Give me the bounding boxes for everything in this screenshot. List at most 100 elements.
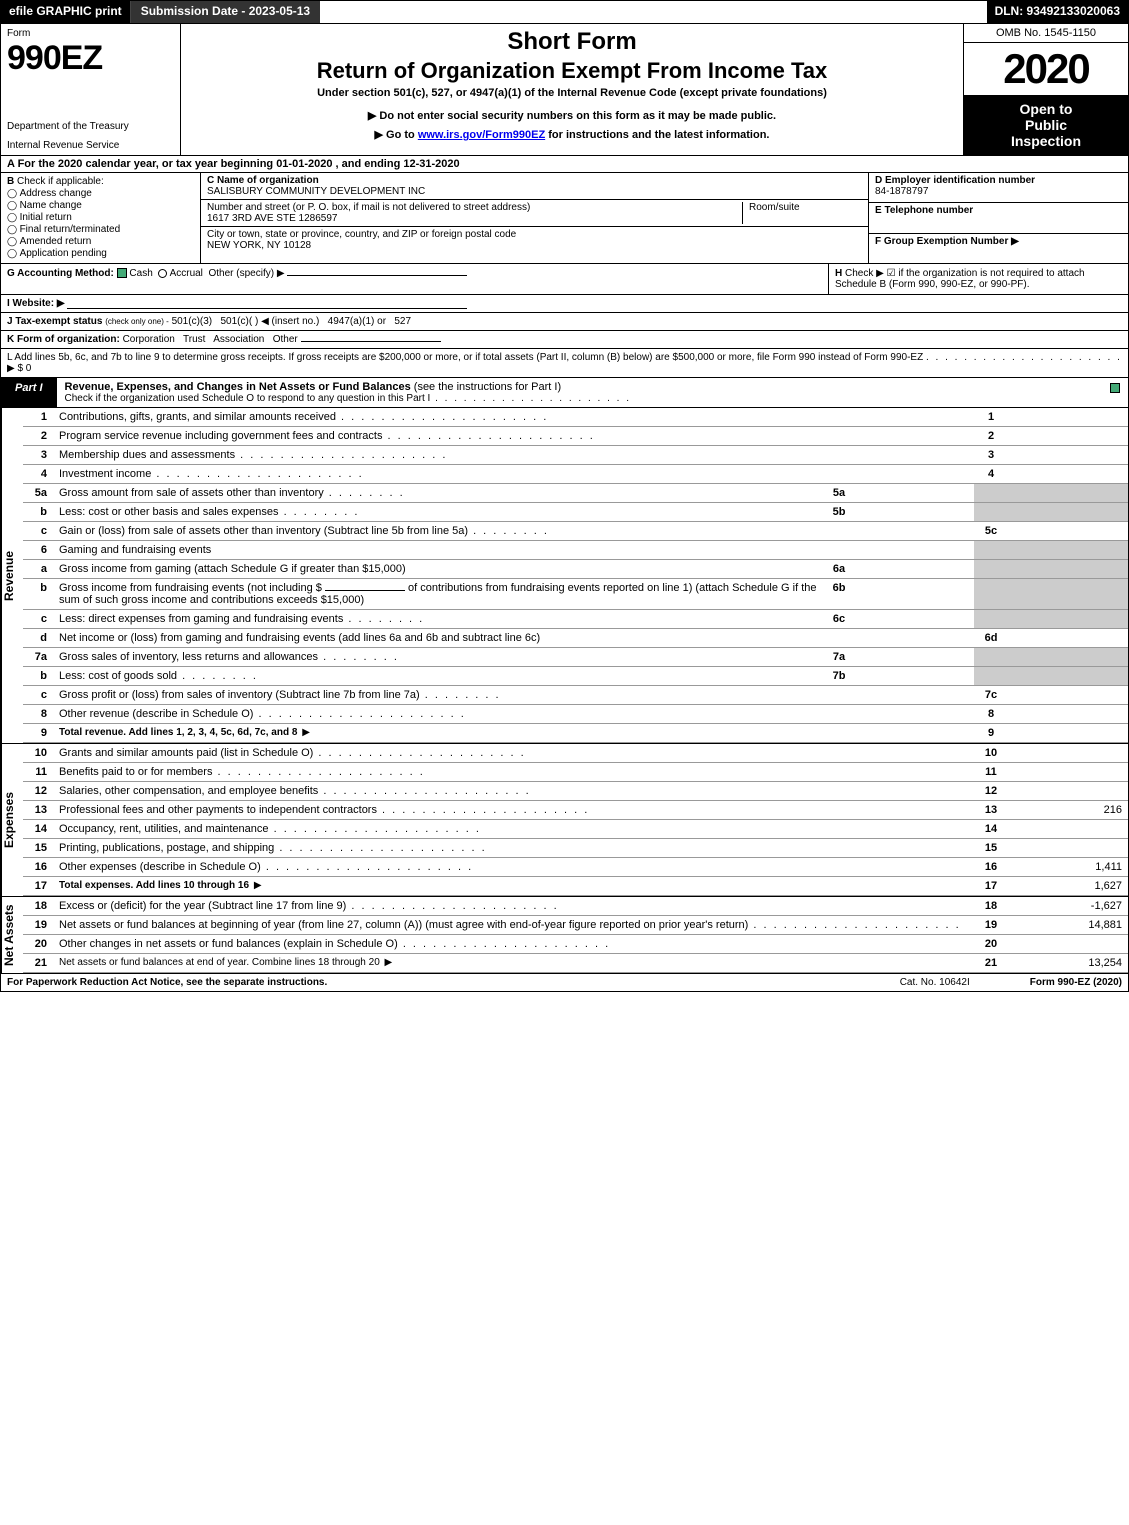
h-text: Check ▶ ☑ if the organization is not req… — [835, 268, 1085, 290]
cb-application-pending[interactable]: Application pending — [7, 248, 194, 259]
row-l: L Add lines 5b, 6c, and 7b to line 9 to … — [1, 349, 1128, 378]
line-21: 21Net assets or fund balances at end of … — [23, 954, 1128, 973]
c-addr-row: Number and street (or P. O. box, if mail… — [201, 200, 868, 227]
d-ein-row: D Employer identification number 84-1878… — [869, 173, 1128, 203]
open-line1: Open to — [970, 101, 1122, 117]
part1-header: Part I Revenue, Expenses, and Changes in… — [1, 378, 1128, 408]
entity-box: B Check if applicable: Address change Na… — [1, 173, 1128, 264]
line-3: 3Membership dues and assessments3 — [23, 446, 1128, 465]
line-12: 12Salaries, other compensation, and empl… — [23, 782, 1128, 801]
under-section: Under section 501(c), 527, or 4947(a)(1)… — [189, 87, 955, 99]
info-go-to: Go to www.irs.gov/Form990EZ for instruct… — [189, 128, 955, 141]
cb-name-change[interactable]: Name change — [7, 200, 194, 211]
cat-no: Cat. No. 10642I — [900, 977, 970, 988]
e-phone-row: E Telephone number — [869, 203, 1128, 233]
row-j-status: J Tax-exempt status (check only one) - 5… — [1, 313, 1128, 331]
room-suite: Room/suite — [742, 202, 862, 224]
corp-label: Corporation — [123, 334, 175, 345]
ein-value: 84-1878797 — [875, 186, 1122, 197]
toolbar-spacer — [320, 1, 986, 23]
street-address: 1617 3RD AVE STE 1286597 — [207, 213, 742, 224]
net-assets-section: Net Assets 18Excess or (deficit) for the… — [1, 897, 1128, 973]
form-ref: Form 990-EZ (2020) — [1030, 977, 1122, 988]
insert-no: ◀ (insert no.) — [261, 316, 319, 327]
accrual-checkbox[interactable] — [158, 269, 167, 278]
city-label: City or town, state or province, country… — [207, 229, 516, 240]
other-label: Other — [273, 334, 298, 345]
line-1: 1Contributions, gifts, grants, and simil… — [23, 408, 1128, 427]
line-7b: bLess: cost of goods sold7b — [23, 667, 1128, 686]
line-9: 9Total revenue. Add lines 1, 2, 3, 4, 5c… — [23, 724, 1128, 743]
cash-checkbox[interactable] — [117, 268, 127, 278]
top-toolbar: efile GRAPHIC print Submission Date - 20… — [1, 1, 1128, 23]
ssn-warning: Do not enter social security numbers on … — [189, 109, 955, 122]
line-20: 20Other changes in net assets or fund ba… — [23, 935, 1128, 954]
j-sub: (check only one) - — [105, 317, 169, 326]
line-5a: 5aGross amount from sale of assets other… — [23, 484, 1128, 503]
l-amount: ▶ $ 0 — [7, 363, 31, 374]
l-dots — [926, 352, 1122, 363]
line-11: 11Benefits paid to or for members11 — [23, 763, 1128, 782]
part1-title: Revenue, Expenses, and Changes in Net As… — [57, 378, 1128, 407]
b-label: B — [7, 176, 14, 187]
return-title: Return of Organization Exempt From Incom… — [189, 58, 955, 84]
part1-sub: Check if the organization used Schedule … — [65, 393, 1120, 404]
line-7a: 7aGross sales of inventory, less returns… — [23, 648, 1128, 667]
form-word: Form — [7, 28, 174, 39]
h-label: H — [835, 268, 842, 279]
page-footer: For Paperwork Reduction Act Notice, see … — [1, 973, 1128, 991]
line-13: 13Professional fees and other payments t… — [23, 801, 1128, 820]
line-6b: bGross income from fundraising events (n… — [23, 579, 1128, 610]
e-label: E Telephone number — [875, 205, 1122, 216]
expenses-sidetab: Expenses — [1, 744, 23, 896]
info-pre: Go to — [386, 129, 418, 141]
header-right: OMB No. 1545-1150 2020 Open to Public In… — [963, 24, 1128, 155]
line-18: 18Excess or (deficit) for the year (Subt… — [23, 897, 1128, 916]
dept-treasury: Department of the Treasury — [7, 121, 174, 132]
schedule-o-checkbox[interactable] — [1110, 383, 1120, 393]
revenue-sidetab: Revenue — [1, 408, 23, 743]
line-19: 19Net assets or fund balances at beginni… — [23, 916, 1128, 935]
i-label: I Website: ▶ — [7, 298, 65, 309]
net-assets-table: 18Excess or (deficit) for the year (Subt… — [23, 897, 1128, 973]
cb-address-change[interactable]: Address change — [7, 188, 194, 199]
line-6c: cLess: direct expenses from gaming and f… — [23, 610, 1128, 629]
cb-final-return[interactable]: Final return/terminated — [7, 224, 194, 235]
j-label: J Tax-exempt status — [7, 316, 102, 327]
cb-initial-return[interactable]: Initial return — [7, 212, 194, 223]
l-text: L Add lines 5b, 6c, and 7b to line 9 to … — [7, 352, 923, 363]
b-check-text: Check if applicable: — [17, 176, 104, 187]
line-6d: dNet income or (loss) from gaming and fu… — [23, 629, 1128, 648]
expenses-section: Expenses 10Grants and similar amounts pa… — [1, 744, 1128, 897]
form-number: 990EZ — [7, 39, 174, 78]
open-line2: Public — [970, 117, 1122, 133]
cb-amended-return[interactable]: Amended return — [7, 236, 194, 247]
revenue-section: Revenue 1Contributions, gifts, grants, a… — [1, 408, 1128, 744]
g-label: G Accounting Method: — [7, 268, 114, 279]
short-form-title: Short Form — [189, 28, 955, 56]
box-c: C Name of organization SALISBURY COMMUNI… — [201, 173, 868, 263]
addr-label: Number and street (or P. O. box, if mail… — [207, 202, 742, 213]
c-name-row: C Name of organization SALISBURY COMMUNI… — [201, 173, 868, 200]
expenses-table: 10Grants and similar amounts paid (list … — [23, 744, 1128, 896]
accrual-label: Accrual — [170, 268, 203, 279]
dln-label: DLN: 93492133020063 — [987, 1, 1128, 23]
net-assets-sidetab: Net Assets — [1, 897, 23, 973]
line-10: 10Grants and similar amounts paid (list … — [23, 744, 1128, 763]
line-15: 15Printing, publications, postage, and s… — [23, 839, 1128, 858]
omb-number: OMB No. 1545-1150 — [964, 24, 1128, 43]
part1-paren: (see the instructions for Part I) — [414, 381, 561, 393]
info-post: for instructions and the latest informat… — [545, 129, 769, 141]
open-public-inspection: Open to Public Inspection — [964, 95, 1128, 155]
pra-notice: For Paperwork Reduction Act Notice, see … — [7, 977, 327, 988]
efile-print-button[interactable]: efile GRAPHIC print — [1, 1, 131, 23]
header-middle: Short Form Return of Organization Exempt… — [181, 24, 963, 155]
irs-label: Internal Revenue Service — [7, 140, 174, 151]
4947-label: 4947(a)(1) or — [328, 316, 386, 327]
line-14: 14Occupancy, rent, utilities, and mainte… — [23, 820, 1128, 839]
assoc-label: Association — [213, 334, 264, 345]
line-6a: aGross income from gaming (attach Schedu… — [23, 560, 1128, 579]
irs-link[interactable]: www.irs.gov/Form990EZ — [418, 129, 545, 141]
part1-title-text: Revenue, Expenses, and Changes in Net As… — [65, 381, 411, 393]
line-6: 6Gaming and fundraising events — [23, 541, 1128, 560]
